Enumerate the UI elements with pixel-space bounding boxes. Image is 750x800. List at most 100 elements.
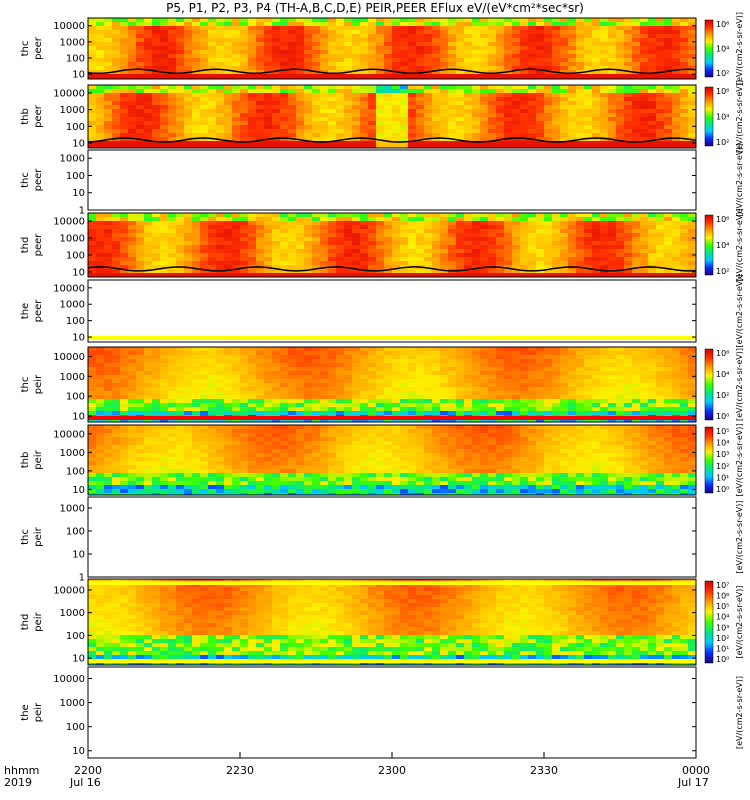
spectrogram-cell <box>520 42 528 46</box>
spectrogram-cell <box>192 411 200 415</box>
spectrogram-cell <box>120 371 128 375</box>
spectrogram-cell <box>360 101 368 105</box>
spectrogram-cell <box>536 347 544 351</box>
spectrogram-cell <box>176 30 184 34</box>
spectrogram-cell <box>496 125 504 129</box>
spectrogram-cell <box>104 109 112 113</box>
spectrogram-cell <box>144 50 152 54</box>
spectrogram-cell <box>504 233 512 237</box>
spectrogram-cell <box>104 18 112 22</box>
spectrogram-cell <box>280 30 288 34</box>
spectrogram-cell <box>304 245 312 249</box>
spectrogram-cell <box>96 101 104 105</box>
spectrogram-cell <box>104 411 112 415</box>
spectrogram-cell <box>376 257 384 261</box>
spectrogram-cell <box>328 129 336 133</box>
spectrogram-cell <box>288 245 296 249</box>
spectrogram-cell <box>256 46 264 50</box>
spectrogram-cell <box>616 74 624 78</box>
spectrogram-cell <box>312 261 320 265</box>
spectrogram-cell <box>232 34 240 38</box>
spectrogram-cell <box>680 257 688 261</box>
spectrogram-cell <box>160 367 168 371</box>
spectrogram-cell <box>400 109 408 113</box>
spectrogram-cell <box>264 145 272 148</box>
spectrogram-cell <box>368 245 376 249</box>
spectrogram-cell <box>112 58 120 62</box>
spectrogram-cell <box>560 379 568 383</box>
spectrogram-cell <box>384 133 392 137</box>
spectrogram-cell <box>408 371 416 375</box>
spectrogram-cell <box>640 50 648 54</box>
spectrogram-cell <box>136 241 144 245</box>
spectrogram-cell <box>320 261 328 265</box>
spectrogram-cell <box>520 26 528 30</box>
spectrogram-cell <box>200 133 208 137</box>
spectrogram-cell <box>536 265 544 269</box>
spectrogram-cell <box>472 89 480 93</box>
spectrogram-cell <box>592 233 600 237</box>
spectrogram-cell <box>536 58 544 62</box>
spectrogram-cell <box>640 89 648 93</box>
spectrogram-cell <box>360 74 368 78</box>
spectrogram-cell <box>592 74 600 78</box>
y-tick-label: 10000 <box>53 217 85 228</box>
spectrogram-cell <box>160 30 168 34</box>
spectrogram-cell <box>200 50 208 54</box>
spectrogram-cell <box>120 245 128 249</box>
spectrogram-cell <box>600 58 608 62</box>
spectrogram-cell <box>216 375 224 379</box>
spectrogram-cell <box>256 58 264 62</box>
spectrogram-cell <box>376 70 384 74</box>
spectrogram-cell <box>272 50 280 54</box>
spectrogram-cell <box>256 85 264 89</box>
spectrogram-cell <box>552 217 560 221</box>
spectrogram-cell <box>376 221 384 225</box>
spectrogram-cell <box>96 121 104 125</box>
spectrogram-cell <box>488 18 496 22</box>
spectrogram-cell <box>408 54 416 58</box>
spectrogram-cell <box>104 125 112 129</box>
spectrogram-cell <box>528 253 536 257</box>
spectrogram-cell <box>168 347 176 351</box>
spectrogram-cell <box>376 395 384 399</box>
spectrogram-cell <box>272 261 280 265</box>
spectrogram-cell <box>624 117 632 121</box>
spectrogram-cell <box>448 22 456 26</box>
spectrogram-cell <box>400 30 408 34</box>
spectrogram-cell <box>664 113 672 117</box>
spectrogram-cell <box>416 105 424 109</box>
spectrogram-cell <box>368 105 376 109</box>
spectrogram-cell <box>296 265 304 269</box>
spectrogram-cell <box>416 363 424 367</box>
spectrogram-cell <box>360 399 368 403</box>
spectrogram-cell <box>352 383 360 387</box>
spectrogram-cell <box>576 237 584 241</box>
spectrogram-cell <box>592 403 600 407</box>
spectrogram-cell <box>240 213 248 217</box>
spectrogram-cell <box>232 26 240 30</box>
spectrogram-cell <box>368 109 376 113</box>
spectrogram-cell <box>384 125 392 129</box>
spectrogram-cell <box>304 34 312 38</box>
spectrogram-cell <box>592 363 600 367</box>
spectrogram-cell <box>320 387 328 391</box>
spectrogram-cell <box>160 241 168 245</box>
spectrogram-cell <box>152 403 160 407</box>
spectrogram-cell <box>368 371 376 375</box>
spectrogram-cell <box>472 273 480 277</box>
spectrogram-cell <box>264 257 272 261</box>
spectrogram-cell <box>176 253 184 257</box>
spectrogram-cell <box>624 18 632 22</box>
spectrogram-cell <box>288 253 296 257</box>
spectrogram-cell <box>544 367 552 371</box>
spectrogram-cell <box>616 42 624 46</box>
spectrogram-cell <box>160 117 168 121</box>
spectrogram-cell <box>488 375 496 379</box>
spectrogram-cell <box>112 113 120 117</box>
spectrogram-cell <box>608 18 616 22</box>
spectrogram-cell <box>128 355 136 359</box>
spectrogram-cell <box>632 129 640 133</box>
spectrogram-cell <box>664 253 672 257</box>
spectrogram-cell <box>112 38 120 42</box>
